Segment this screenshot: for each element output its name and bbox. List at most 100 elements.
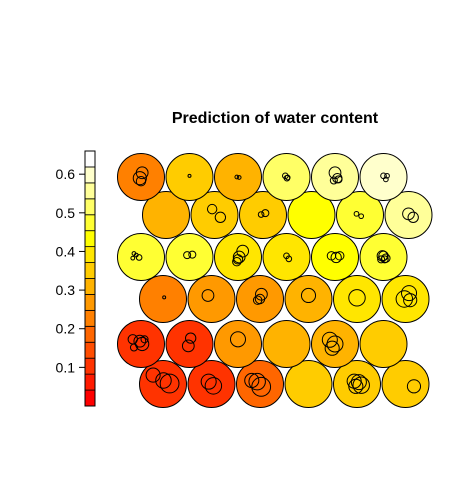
som-cell <box>333 360 381 408</box>
sample-marker <box>214 211 227 224</box>
sample-marker <box>352 376 370 394</box>
sample-marker <box>135 176 147 187</box>
legend-swatch <box>84 182 96 200</box>
som-cell <box>381 275 430 323</box>
som-cell <box>262 320 311 368</box>
sample-marker <box>348 378 364 394</box>
som-cell <box>187 275 236 323</box>
legend-frame <box>84 150 96 407</box>
sample-marker <box>383 176 389 183</box>
sample-marker <box>130 255 136 261</box>
som-cell <box>190 191 239 239</box>
som-cell <box>117 320 165 368</box>
sample-marker <box>248 372 266 391</box>
som-cell <box>214 320 262 368</box>
sample-marker <box>348 289 366 307</box>
legend-tick-label: 0.1 <box>56 359 76 375</box>
sample-marker <box>284 174 291 181</box>
som-cell <box>214 153 262 201</box>
sample-marker <box>334 251 345 261</box>
sample-marker <box>140 335 149 344</box>
som-cell <box>139 360 187 408</box>
sample-marker <box>395 290 414 308</box>
som-cell <box>214 233 262 281</box>
sample-marker <box>403 293 418 308</box>
som-cell <box>239 191 287 239</box>
sample-marker <box>185 332 197 344</box>
sample-marker <box>384 172 390 179</box>
som-cell <box>311 233 359 281</box>
legend-swatch <box>84 389 96 407</box>
sample-marker <box>300 287 317 304</box>
legend-swatch <box>84 262 96 279</box>
sample-marker <box>407 211 419 224</box>
legend-tick-label: 0.2 <box>56 321 76 337</box>
sample-marker <box>155 372 172 389</box>
som-cell <box>284 275 333 323</box>
sample-marker <box>380 255 389 264</box>
legend-swatch <box>84 294 96 311</box>
legend-swatch <box>84 341 96 359</box>
sample-marker <box>330 251 342 264</box>
legend-swatch <box>84 357 96 375</box>
sample-marker <box>329 176 338 185</box>
som-cell <box>165 320 214 368</box>
som-cell <box>117 233 165 281</box>
sample-marker <box>159 373 180 394</box>
som-cell <box>236 360 284 408</box>
som-cell <box>236 275 284 323</box>
sample-marker <box>204 377 223 395</box>
legend-swatch <box>84 198 96 216</box>
legend-tick-label: 0.3 <box>56 282 76 298</box>
legend-swatch <box>84 214 96 232</box>
legend-swatch <box>84 246 96 263</box>
legend-swatch <box>84 373 96 391</box>
sample-marker <box>129 343 138 352</box>
som-cell <box>336 191 384 239</box>
sample-marker <box>350 374 367 391</box>
sample-marker <box>334 175 343 184</box>
sample-marker <box>401 285 418 302</box>
sample-marker <box>145 367 161 383</box>
sample-marker <box>353 210 360 217</box>
sample-marker <box>229 331 247 348</box>
sample-marker <box>376 250 388 262</box>
chart-title: Prediction of water content <box>172 110 379 127</box>
sample-marker <box>324 340 340 356</box>
legend-swatch <box>84 278 96 295</box>
legend-swatch <box>84 309 96 327</box>
som-cell <box>284 360 333 408</box>
sample-marker <box>232 256 242 267</box>
sample-marker <box>321 331 338 348</box>
sample-marker <box>162 295 167 300</box>
sample-marker <box>377 255 386 264</box>
legend-tick-label: 0.6 <box>56 166 76 182</box>
som-cell <box>381 360 430 408</box>
sample-marker <box>206 203 218 215</box>
legend-swatch <box>84 230 96 248</box>
sample-marker <box>252 295 263 305</box>
legend-tick-label: 0.5 <box>56 205 76 221</box>
color-legend <box>84 150 96 407</box>
som-cell <box>333 275 381 323</box>
sample-marker <box>232 250 246 264</box>
sample-marker <box>132 171 147 186</box>
sample-marker <box>133 334 147 348</box>
sample-marker <box>201 289 215 302</box>
sample-marker <box>406 379 422 394</box>
som-cell <box>359 153 408 201</box>
legend-swatch <box>84 166 96 184</box>
som-cell <box>287 191 336 239</box>
sample-marker <box>251 376 272 397</box>
legend-tick-label: 0.4 <box>56 243 76 259</box>
sample-marker <box>187 173 192 178</box>
sample-marker <box>188 250 197 259</box>
sample-marker <box>358 213 365 220</box>
sample-marker <box>135 254 143 261</box>
legend-swatch <box>84 325 96 343</box>
sample-marker <box>234 174 240 180</box>
som-cell <box>142 191 190 239</box>
sample-marker <box>181 339 195 353</box>
sample-marker <box>236 175 242 180</box>
som-cell <box>359 320 408 368</box>
